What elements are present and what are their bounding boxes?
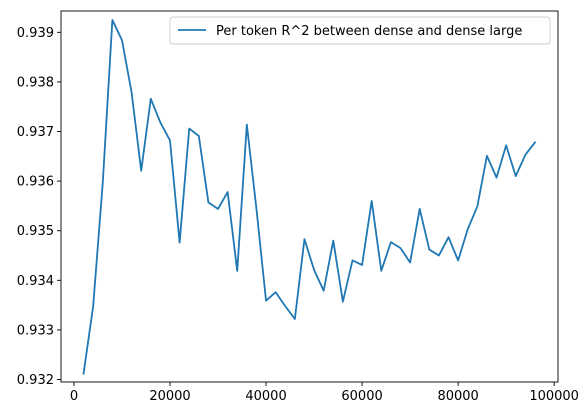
- y-tick-label: 0.936: [17, 175, 54, 190]
- x-tick-label: 60000: [341, 389, 382, 404]
- legend-label: Per token R^2 between dense and dense la…: [216, 24, 522, 39]
- y-tick-label: 0.938: [17, 75, 54, 90]
- y-axis: 0.932 0.933 0.934 0.935 0.936 0.937 0.938 0.939: [17, 26, 61, 388]
- axes-frame: [60, 10, 559, 383]
- y-tick-label: 0.939: [17, 26, 54, 41]
- legend: Per token R^2 between dense and dense la…: [169, 16, 551, 45]
- y-tick-label: 0.934: [17, 274, 54, 289]
- plot-area: [82, 19, 537, 375]
- y-tick-label: 0.932: [17, 373, 54, 388]
- x-tick-label: 0: [70, 389, 78, 404]
- x-tick-label: 80000: [437, 389, 478, 404]
- x-axis: 0 20000 40000 60000 80000 100000: [70, 382, 579, 404]
- x-tick-label: 40000: [245, 389, 286, 404]
- y-tick-label: 0.937: [17, 125, 54, 140]
- x-tick-label: 100000: [529, 389, 579, 404]
- series-line: [82, 19, 537, 375]
- legend-box: [169, 16, 551, 45]
- x-tick-label: 20000: [149, 389, 190, 404]
- y-tick-label: 0.935: [17, 224, 54, 239]
- y-tick-label: 0.933: [17, 323, 54, 338]
